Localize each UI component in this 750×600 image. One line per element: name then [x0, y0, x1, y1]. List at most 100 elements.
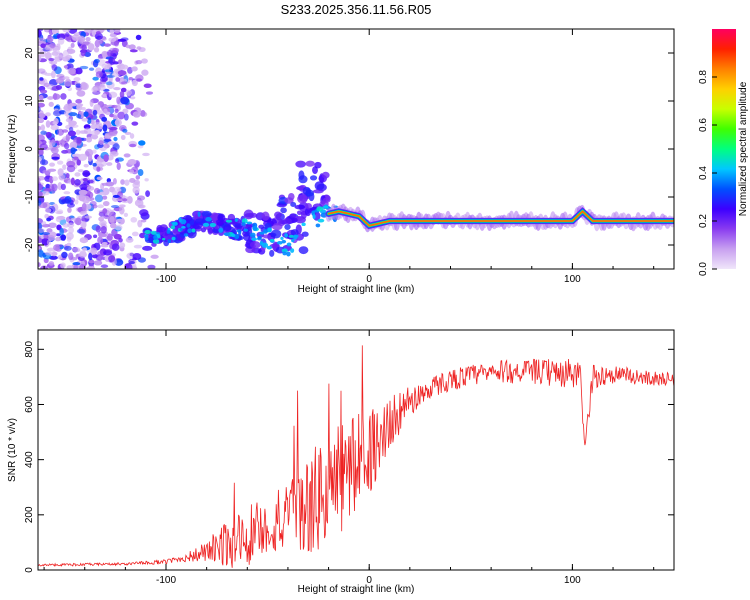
spectrogram-noise-cell [129, 169, 135, 174]
spectrogram-noise-cell [66, 164, 76, 173]
spectrogram-noise-cell [81, 202, 87, 211]
y-tick-label: -10 [24, 189, 35, 204]
spectrogram-signal-cell [192, 221, 203, 230]
spectrogram-noise-cell [60, 183, 66, 191]
spectrogram-noise-cell [98, 137, 105, 146]
spectrogram-noise-cell [139, 232, 146, 239]
spectrogram-noise-cell [49, 162, 56, 167]
spectrogram-noise-cell [140, 219, 147, 223]
spectrogram-noise-cell [50, 124, 60, 131]
spectrogram-noise-cell [106, 178, 111, 183]
spectrogram-noise-cell [84, 215, 92, 219]
spectrogram-noise-cell [38, 47, 44, 51]
spectrogram-noise-cell [102, 124, 108, 132]
spectrogram-noise-cell [86, 266, 95, 269]
spectrogram-x-axis-title: Height of straight line (km) [298, 284, 415, 295]
spectrogram-noise-cell [87, 43, 95, 51]
spectrogram-signal-cell [261, 211, 270, 221]
spectrogram-noise-cell [93, 234, 98, 239]
spectrogram-signal-cell [195, 218, 205, 224]
spectrogram-noise-cell [38, 54, 42, 62]
spectrogram-signal-core [187, 228, 192, 234]
spectrogram-signal-cell [305, 160, 315, 167]
spectrogram-noise-cell [96, 110, 105, 115]
spectrogram-signal-core [205, 216, 212, 222]
spectrogram-noise-cell [81, 117, 89, 122]
spectrogram-noise-cell [97, 236, 104, 244]
spectrogram-signal-core [290, 248, 295, 253]
spectrogram-noise-cell [150, 254, 159, 259]
spectrogram-noise-cell [51, 64, 58, 71]
spectrogram-signal-cell [271, 223, 283, 231]
spectrogram-signal-core [284, 233, 289, 238]
spectrogram-signal-core [238, 229, 242, 235]
spectrogram-noise-cell [71, 34, 80, 42]
spectrogram-y-axis-title: Frequency (Hz) [7, 115, 18, 184]
spectrogram-noise-cell [38, 222, 43, 230]
spectrogram-noise-cell [77, 103, 84, 107]
spectrogram-noise-cell [102, 208, 108, 214]
spectrogram-signal-core [261, 242, 269, 248]
spectrogram-signal-cell [284, 224, 291, 231]
spectrogram-noise-cell [94, 160, 102, 169]
spectrogram-signal-cell [294, 204, 306, 210]
spectrogram-signal-core [266, 245, 272, 250]
spectrogram-signal-cell [298, 170, 305, 180]
snr-x-axis-title: Height of straight line (km) [298, 584, 415, 595]
spectrogram-signal-core [179, 228, 184, 232]
spectrogram-noise-cell [117, 188, 122, 192]
spectrogram-signal-cell [314, 181, 325, 191]
spectrogram-noise-cell [57, 128, 64, 136]
spectrogram-noise-cell [76, 113, 82, 119]
spectrogram-noise-cell [63, 191, 71, 195]
spectrogram-noise-cell [50, 139, 56, 146]
spectrogram-signal-core [202, 222, 210, 227]
spectrogram-noise-cell [133, 244, 143, 249]
spectrogram-signal-core [225, 219, 233, 223]
spectrogram-noise-cell [44, 251, 53, 256]
spectrogram-noise-cell [67, 119, 72, 124]
spectrogram-noise-cell [111, 243, 120, 251]
spectrogram-signal-core [152, 238, 160, 244]
spectrogram-noise-cell [48, 57, 55, 62]
spectrogram-noise-cell [70, 42, 75, 48]
spectrogram-noise-cell [56, 209, 64, 214]
spectrogram-noise-cell [112, 61, 120, 65]
spectrogram-signal-core [281, 239, 287, 244]
spectrogram-noise-cell [62, 164, 67, 170]
spectrogram-noise-cell [50, 70, 56, 79]
spectrogram-noise-cell [88, 259, 95, 264]
spectrogram-noise-cell [109, 33, 117, 38]
spectrogram-signal-core [209, 222, 217, 228]
spectrogram-noise-cell [120, 96, 130, 105]
spectrogram-noise-cell [108, 37, 117, 43]
spectrogram-noise-cell [82, 177, 88, 182]
spectrogram-noise-cell [137, 195, 146, 201]
spectrogram-signal-cell [298, 246, 309, 255]
spectrogram-noise-cell [38, 118, 44, 122]
spectrogram-signal-core [162, 237, 166, 241]
spectrogram-noise-cell [81, 217, 89, 222]
spectrogram-noise-cell [46, 239, 52, 246]
y-tick-label: 0 [24, 146, 35, 152]
spectrogram-noise-layer [38, 29, 159, 269]
spectrogram-noise-cell [61, 251, 68, 259]
spectrogram-noise-cell [51, 29, 58, 35]
colorbar-tick-label: 0.6 [698, 118, 709, 132]
spectrogram-noise-cell [108, 131, 116, 137]
colorbar-label: Normalized spectral amplitude [738, 81, 749, 216]
spectrogram-noise-cell [141, 69, 149, 76]
spectrogram-noise-cell [95, 71, 103, 78]
spectrogram-noise-cell [57, 168, 64, 176]
spectrogram-noise-cell [112, 143, 120, 151]
spectrogram-signal-core [315, 223, 321, 228]
spectrogram-noise-cell [141, 58, 148, 64]
spectrogram-noise-cell [40, 43, 46, 49]
spectrogram-noise-cell [106, 233, 113, 241]
spectrogram-noise-cell [80, 49, 86, 57]
spectrogram-noise-cell [101, 241, 108, 246]
spectrogram-noise-cell [48, 222, 57, 229]
spectrogram-noise-cell [73, 156, 79, 161]
spectrogram-noise-cell [72, 262, 81, 266]
snr-plot-area [38, 330, 674, 570]
